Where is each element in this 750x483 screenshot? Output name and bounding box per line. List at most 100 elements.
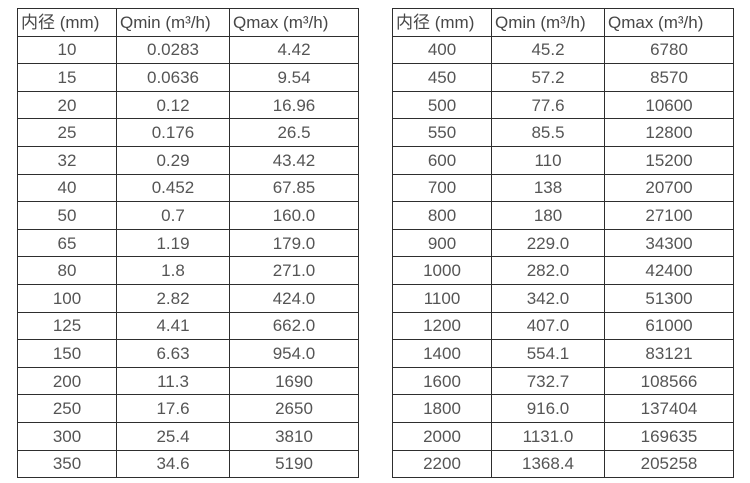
table-cell: 1200 [392,311,492,341]
table-cell: 77.6 [491,90,605,120]
table-cell: 169635 [604,421,734,451]
table-cell: 0.0283 [116,35,230,65]
table-cell: 1131.0 [491,421,605,451]
table-cell: 137404 [604,394,734,423]
table-cell: 138 [491,173,605,203]
table-cell: 25.4 [116,421,230,451]
table-cell: 282.0 [491,256,605,285]
table-cell: 229.0 [491,228,605,258]
table-cell: 342.0 [491,283,605,313]
table-body-right: 400 45.2 6780 450 57.2 8570 500 77.6 10600 550 85.… [392,35,734,479]
table-cell: 25 [17,118,117,147]
table-cell: 5190 [229,449,359,479]
table-cell: 1100 [392,283,492,313]
table-cell: 2.82 [116,283,230,313]
table-cell: 15200 [604,145,734,175]
table-row: 50 0.7 160.0 [17,201,359,230]
table-cell: 0.12 [116,90,230,120]
table-row: 10 0.0283 4.42 [17,35,359,65]
table-cell: 271.0 [229,256,359,285]
flow-spec-table-left: 内径 (mm) Qmin (m³/h) Qmax (m³/h) 10 0.0283… [17,8,359,479]
table-cell: 0.7 [116,201,230,230]
table-cell: 42400 [604,256,734,285]
table-cell: 10 [17,35,117,65]
table-row: 20 0.12 16.96 [17,90,359,120]
table-cell: 3810 [229,421,359,451]
table-cell: 110 [491,145,605,175]
column-header-qmin: Qmin (m³/h) [116,8,230,37]
table-row: 1800 916.0 137404 [392,394,734,423]
table-cell: 6.63 [116,339,230,368]
table-cell: 205258 [604,449,734,479]
table-row: 150 6.63 954.0 [17,339,359,368]
table-row: 15 0.0636 9.54 [17,63,359,92]
column-header-inner-diameter: 内径 (mm) [392,8,492,37]
table-cell: 0.29 [116,145,230,175]
table-cell: 40 [17,173,117,203]
table-row: 800 180 27100 [392,201,734,230]
table-cell: 2000 [392,421,492,451]
table-cell: 57.2 [491,63,605,92]
table-row: 500 77.6 10600 [392,90,734,120]
table-cell: 34300 [604,228,734,258]
table-row: 1100 342.0 51300 [392,283,734,313]
table-cell: 916.0 [491,394,605,423]
table-cell: 20 [17,90,117,120]
table-row: 80 1.8 271.0 [17,256,359,285]
table-cell: 4.42 [229,35,359,65]
table-cell: 1690 [229,366,359,396]
table-cell: 4.41 [116,311,230,341]
table-cell: 954.0 [229,339,359,368]
table-row: 600 110 15200 [392,145,734,175]
table-cell: 700 [392,173,492,203]
table-cell: 85.5 [491,118,605,147]
table-row: 125 4.41 662.0 [17,311,359,341]
column-header-qmax: Qmax (m³/h) [229,8,359,37]
table-cell: 407.0 [491,311,605,341]
table-cell: 0.0636 [116,63,230,92]
table-cell: 1800 [392,394,492,423]
table-row: 350 34.6 5190 [17,449,359,479]
table-cell: 1600 [392,366,492,396]
flow-spec-table-right: 内径 (mm) Qmin (m³/h) Qmax (m³/h) 400 45.2 6… [392,8,734,479]
table-cell: 1368.4 [491,449,605,479]
table-cell: 554.1 [491,339,605,368]
table-cell: 16.96 [229,90,359,120]
table-cell: 43.42 [229,145,359,175]
table-cell: 80 [17,256,117,285]
table-row: 200 11.3 1690 [17,366,359,396]
table-cell: 125 [17,311,117,341]
table-cell: 51300 [604,283,734,313]
table-cell: 800 [392,201,492,230]
table-cell: 900 [392,228,492,258]
table-cell: 500 [392,90,492,120]
table-cell: 1.8 [116,256,230,285]
table-header-row-left: 内径 (mm) Qmin (m³/h) Qmax (m³/h) [17,8,359,37]
table-cell: 45.2 [491,35,605,65]
table-row: 250 17.6 2650 [17,394,359,423]
table-row: 550 85.5 12800 [392,118,734,147]
table-row: 25 0.176 26.5 [17,118,359,147]
table-cell: 34.6 [116,449,230,479]
table-cell: 450 [392,63,492,92]
column-header-qmax: Qmax (m³/h) [604,8,734,37]
table-cell: 100 [17,283,117,313]
table-cell: 300 [17,421,117,451]
table-cell: 400 [392,35,492,65]
table-cell: 50 [17,201,117,230]
table-cell: 1000 [392,256,492,285]
table-cell: 424.0 [229,283,359,313]
table-cell: 600 [392,145,492,175]
table-cell: 150 [17,339,117,368]
table-row: 40 0.452 67.85 [17,173,359,203]
table-cell: 6780 [604,35,734,65]
table-row: 32 0.29 43.42 [17,145,359,175]
table-row: 2200 1368.4 205258 [392,449,734,479]
table-cell: 1400 [392,339,492,368]
table-cell: 65 [17,228,117,258]
table-cell: 2200 [392,449,492,479]
table-cell: 550 [392,118,492,147]
column-header-qmin: Qmin (m³/h) [491,8,605,37]
table-header-row-right: 内径 (mm) Qmin (m³/h) Qmax (m³/h) [392,8,734,37]
table-row: 1000 282.0 42400 [392,256,734,285]
